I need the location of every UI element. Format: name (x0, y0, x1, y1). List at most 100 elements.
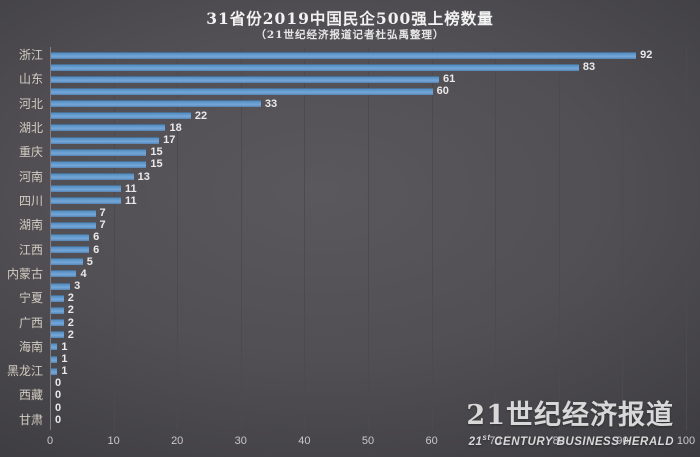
value-label: 3 (74, 280, 81, 293)
watermark-en-rest: CENTURY BUSINESS HERALD (490, 436, 674, 448)
value-label: 0 (55, 389, 62, 402)
value-label: 7 (99, 219, 106, 232)
gridline (622, 47, 624, 430)
x-tick-label: 70 (489, 435, 502, 447)
chart-subtitle: （21世纪经济报道记者杜弘禹整理） (255, 29, 445, 41)
bar (51, 148, 147, 156)
value-label: 83 (582, 61, 596, 74)
bar (51, 185, 121, 193)
bar (51, 173, 134, 181)
x-tick-label: 0 (46, 435, 54, 447)
value-label: 11 (124, 182, 137, 195)
x-tick-label: 50 (361, 435, 375, 447)
value-label: 6 (93, 243, 100, 256)
x-tick-label: 30 (234, 435, 247, 447)
x-tick-label: 90 (616, 435, 629, 447)
bar (51, 63, 579, 71)
gridline (240, 47, 242, 430)
value-label: 2 (67, 328, 74, 341)
gridline (177, 47, 179, 430)
category-label: 河南 (18, 169, 43, 184)
bar (51, 282, 71, 290)
value-label: 1 (61, 353, 68, 365)
value-label: 11 (124, 194, 137, 207)
x-tick-label: 20 (171, 435, 184, 447)
bar (51, 221, 96, 229)
bar (51, 75, 439, 83)
value-label: 2 (67, 292, 74, 305)
bar (51, 343, 58, 351)
value-label: 0 (55, 413, 62, 426)
category-label: 西藏 (18, 388, 43, 403)
category-label: 内蒙古 (6, 266, 43, 281)
gridline (368, 47, 369, 430)
value-label: 61 (442, 73, 456, 86)
gridline (304, 47, 306, 430)
gridline (431, 47, 433, 430)
bar (51, 355, 58, 363)
value-label: 0 (55, 401, 62, 414)
value-label: 0 (55, 377, 62, 390)
gridline (495, 47, 497, 430)
bar (51, 233, 90, 241)
bar (51, 100, 261, 108)
value-label: 13 (137, 170, 150, 183)
category-label: 湖南 (18, 218, 43, 233)
value-label: 7 (99, 207, 106, 220)
category-label: 湖北 (18, 120, 43, 135)
bar (51, 112, 191, 120)
value-label: 1 (61, 340, 68, 353)
value-label: 17 (163, 134, 176, 147)
x-tick-label: 40 (298, 435, 311, 447)
bar (51, 87, 433, 95)
bar (51, 258, 83, 266)
bar (51, 319, 64, 327)
bar (51, 197, 121, 205)
bar (51, 51, 637, 59)
value-label: 2 (67, 304, 74, 317)
x-tick-label: 100 (676, 435, 696, 447)
value-label: 4 (80, 267, 87, 280)
bar (51, 124, 166, 132)
value-label: 2 (67, 316, 74, 329)
category-label: 宁夏 (18, 291, 43, 306)
chart-title: 31省份2019中国民企500强上榜数量 (206, 9, 494, 28)
watermark-en-prefix: 21 (468, 436, 483, 448)
value-label: 6 (93, 231, 100, 244)
category-label: 广西 (18, 315, 43, 330)
category-label: 浙江 (18, 48, 43, 62)
x-tick-label: 10 (107, 435, 120, 447)
value-label: 1 (61, 365, 68, 378)
watermark-chinese-logo: 21世纪经济报道 (466, 400, 674, 432)
watermark: 21世纪经济报道 21st CENTURY BUSINESS HERALD (466, 402, 674, 449)
value-label: 15 (150, 146, 163, 159)
watermark-english-logo: 21st CENTURY BUSINESS HERALD (466, 431, 674, 449)
watermark-en-sup: st (482, 433, 491, 443)
bar (51, 331, 64, 339)
category-label: 重庆 (18, 145, 43, 160)
gridline (113, 47, 115, 430)
category-label: 四川 (18, 193, 43, 208)
category-label: 海南 (18, 339, 43, 354)
value-label: 60 (436, 85, 449, 98)
bar (51, 294, 64, 302)
bar (51, 160, 147, 168)
value-label: 5 (86, 255, 93, 268)
category-label: 河北 (18, 96, 43, 111)
category-label: 黑龙江 (6, 364, 43, 379)
value-label: 18 (169, 121, 182, 134)
value-label: 15 (150, 158, 163, 171)
x-tick-label: 80 (552, 435, 565, 447)
bar (51, 367, 58, 375)
category-label: 江西 (18, 242, 43, 257)
gridline (686, 47, 687, 430)
value-label: 33 (264, 97, 278, 110)
bar (51, 270, 77, 278)
category-label: 山东 (18, 72, 43, 87)
y-axis-line (50, 47, 51, 430)
value-label: 22 (194, 109, 208, 122)
bar (51, 209, 96, 217)
gridline (558, 47, 560, 430)
